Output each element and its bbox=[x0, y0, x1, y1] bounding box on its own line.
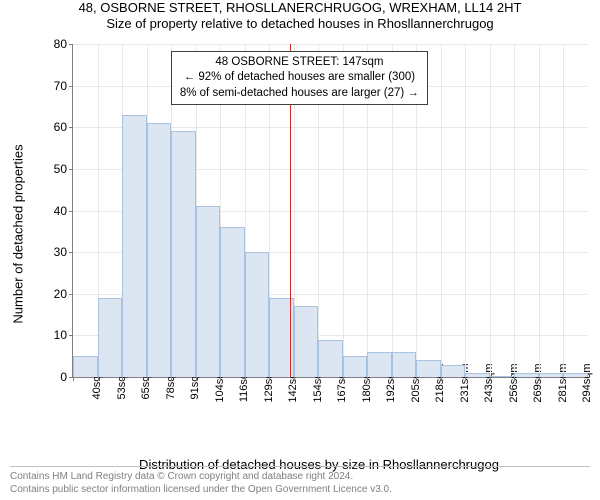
y-tick-label: 50 bbox=[54, 162, 67, 176]
histogram-bar bbox=[392, 352, 417, 377]
histogram-bar bbox=[73, 356, 98, 377]
y-tick-label: 60 bbox=[54, 120, 67, 134]
histogram-bar bbox=[245, 252, 270, 377]
histogram-bar bbox=[318, 340, 343, 377]
annotation-line: 48 OSBORNE STREET: 147sqm bbox=[180, 55, 419, 71]
annotation-box: 48 OSBORNE STREET: 147sqm← 92% of detach… bbox=[171, 51, 428, 106]
histogram-bar bbox=[490, 376, 515, 377]
histogram-bar bbox=[171, 131, 196, 377]
annotation-line: ← 92% of detached houses are smaller (30… bbox=[180, 70, 419, 86]
y-tick-label: 20 bbox=[54, 287, 67, 301]
y-axis-label: Number of detached properties bbox=[11, 144, 26, 323]
x-tick-label: 294sqm bbox=[563, 363, 593, 402]
histogram-bar bbox=[122, 115, 147, 377]
y-tick-label: 0 bbox=[60, 370, 67, 384]
histogram-bar bbox=[416, 360, 441, 377]
histogram-bar bbox=[147, 123, 172, 377]
page-subtitle: Size of property relative to detached ho… bbox=[0, 16, 600, 31]
histogram-bar bbox=[343, 356, 368, 377]
footer-line-2: Contains public sector information licen… bbox=[10, 483, 590, 496]
annotation-line: 8% of semi-detached houses are larger (2… bbox=[180, 86, 419, 102]
y-tick-label: 10 bbox=[54, 328, 67, 342]
histogram-bar bbox=[220, 227, 245, 377]
histogram-bar bbox=[294, 306, 319, 377]
footer-line-1: Contains HM Land Registry data © Crown c… bbox=[10, 470, 590, 483]
plot-area: 0102030405060708040sqm53sqm65sqm78sqm91s… bbox=[72, 44, 588, 378]
histogram-bar bbox=[514, 373, 539, 377]
y-tick-label: 30 bbox=[54, 245, 67, 259]
y-tick-label: 80 bbox=[54, 37, 67, 51]
histogram-bar bbox=[465, 373, 490, 377]
y-tick-label: 40 bbox=[54, 204, 67, 218]
histogram-bar bbox=[367, 352, 392, 377]
footer: Contains HM Land Registry data © Crown c… bbox=[10, 466, 590, 496]
histogram-bar bbox=[98, 298, 123, 377]
histogram-chart: Number of detached properties 0102030405… bbox=[50, 44, 588, 424]
page-title: 48, OSBORNE STREET, RHOSLLANERCHRUGOG, W… bbox=[0, 0, 600, 15]
histogram-bar bbox=[441, 365, 466, 377]
histogram-bar bbox=[539, 373, 564, 377]
y-tick-label: 70 bbox=[54, 79, 67, 93]
histogram-bar bbox=[196, 206, 221, 377]
histogram-bar bbox=[563, 373, 588, 377]
